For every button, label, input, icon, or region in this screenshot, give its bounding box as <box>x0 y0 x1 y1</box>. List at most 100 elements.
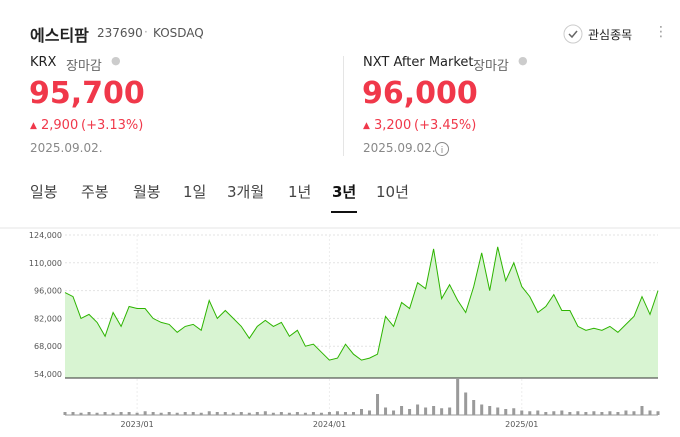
status: 장마감 <box>473 59 509 74</box>
volume-bar <box>119 412 123 415</box>
volume-bar <box>592 411 596 415</box>
volume-bar <box>255 412 259 415</box>
volume-bar <box>151 412 155 415</box>
watch-icon[interactable] <box>563 24 583 44</box>
volume-bar <box>95 412 99 415</box>
volume-bar <box>568 412 572 415</box>
volume-bar <box>199 412 203 415</box>
tab[interactable]: 10년 <box>376 183 409 201</box>
volume-bar <box>223 412 227 415</box>
volume-bar <box>135 412 139 415</box>
volume-bar <box>191 412 195 415</box>
volume-bar <box>560 410 564 415</box>
volume-bar <box>464 392 468 415</box>
volume-bar <box>376 394 380 415</box>
volume-bar <box>504 409 508 415</box>
more-menu[interactable]: ⋮ <box>654 24 668 40</box>
y-tick-label: 54,000 <box>34 370 62 379</box>
volume-bar <box>392 410 396 415</box>
tab[interactable]: 일봉 <box>30 183 58 201</box>
x-tick-label: 2025/01 <box>505 420 538 429</box>
x-tick-label: 2024/01 <box>313 420 346 429</box>
volume-bar <box>616 412 620 415</box>
volume-bar <box>303 412 307 415</box>
volume-bar <box>576 411 580 415</box>
y-tick-label: 68,000 <box>34 342 62 351</box>
tab[interactable]: 3년 <box>332 183 357 201</box>
volume-bar <box>103 412 107 415</box>
volume-bar <box>87 412 91 415</box>
price-line <box>64 246 659 361</box>
volume-bar <box>295 412 299 415</box>
percent: (+3.13%) <box>81 118 144 133</box>
volume-bar <box>215 412 219 415</box>
date: 2025.09.02. <box>363 141 436 155</box>
tab[interactable]: 월봉 <box>133 183 161 201</box>
volume-bar <box>63 412 67 415</box>
volume-bar <box>79 412 83 415</box>
date: 2025.09.02. <box>30 141 103 155</box>
tab[interactable]: 3개월 <box>227 183 265 201</box>
volume-bar <box>239 412 243 415</box>
volume-bar <box>488 406 492 415</box>
volume-bar <box>408 409 412 415</box>
separator: · <box>144 25 148 39</box>
svg-text:i: i <box>441 146 444 156</box>
up-arrow: ▲ <box>363 121 370 131</box>
tab[interactable]: 주봉 <box>81 183 109 201</box>
volume-bar <box>279 412 283 415</box>
volume-bar <box>400 406 404 415</box>
price: 95,700 <box>29 76 145 111</box>
volume-bar <box>656 411 660 415</box>
info-icon[interactable]: i <box>434 141 450 157</box>
y-tick-label: 96,000 <box>34 287 62 296</box>
volume-bar <box>480 404 484 415</box>
tab[interactable]: 1일 <box>183 183 207 201</box>
volume-bar <box>127 412 131 415</box>
status: 장마감 <box>66 59 102 74</box>
volume-bar <box>432 406 436 415</box>
watch-button[interactable]: 관심종목 <box>588 28 633 42</box>
volume-bar <box>472 400 476 415</box>
volume-bar <box>416 404 420 415</box>
volume-bar <box>327 412 331 415</box>
volume-bar <box>287 412 291 415</box>
volume-bar <box>648 410 652 415</box>
tab-underline <box>331 211 357 213</box>
volume-bar <box>175 412 179 415</box>
venue: NXT After Market <box>363 55 474 70</box>
stock-name: 에스티팜 <box>30 26 89 45</box>
status-dot: ● <box>111 54 121 67</box>
volume-bar <box>183 412 187 415</box>
volume-bar <box>528 411 532 415</box>
venue: KRX <box>30 55 57 70</box>
volume-bar <box>167 412 171 415</box>
volume-bar <box>143 411 147 415</box>
volume-bar <box>496 407 500 415</box>
x-tick-label: 2023/01 <box>121 420 154 429</box>
volume-bar <box>368 410 372 415</box>
volume-bar <box>624 410 628 415</box>
price: 96,000 <box>362 76 478 111</box>
volume-bar <box>384 407 388 415</box>
volume-bar <box>271 412 275 415</box>
chart: 124,000 110,000 96,000 82,000 68,000 54,000 20… <box>0 227 680 429</box>
change: 3,200 <box>374 118 412 133</box>
volume-bar <box>71 412 75 415</box>
volume-bar <box>536 410 540 415</box>
volume-bar <box>263 411 267 415</box>
tab[interactable]: 1년 <box>288 183 312 201</box>
volume-bar <box>552 411 556 415</box>
volume-bar <box>207 411 211 415</box>
volume-bar <box>640 406 644 415</box>
y-tick-label: 82,000 <box>34 314 62 323</box>
volume-bar <box>360 409 363 415</box>
volume-bar <box>335 411 339 415</box>
volume-bar <box>608 411 612 415</box>
volume-bar <box>159 412 163 415</box>
market: KOSDAQ <box>153 26 204 40</box>
volume-bar <box>520 410 524 415</box>
volume-bar <box>440 408 444 415</box>
volume-bar <box>600 412 604 415</box>
